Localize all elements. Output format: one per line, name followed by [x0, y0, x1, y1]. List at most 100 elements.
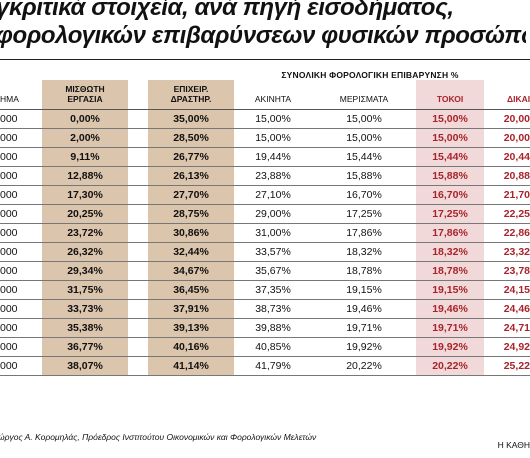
- property-cell: 15,00%: [234, 128, 312, 148]
- income-cell: 000: [0, 204, 30, 224]
- income-cell: 000: [0, 110, 30, 129]
- table-row: 000 20,25% 28,75% 29,00% 17,25% 17,25% 22,25: [0, 204, 530, 224]
- business-cell: 30,86%: [148, 223, 234, 243]
- salary-cell: 20,25%: [42, 204, 128, 224]
- spacer: [128, 147, 148, 167]
- royalties-cell: 23,32: [484, 242, 530, 262]
- business-cell: 32,44%: [148, 242, 234, 262]
- royalties-cell: 24,15: [484, 280, 530, 300]
- dividends-column-header: ΜΕΡΙΣΜΑΤΑ: [339, 94, 389, 104]
- tax-burden-table-body: 000 0,00% 35,00% 15,00% 15,00% 15,00% 20,00 000…: [0, 110, 530, 376]
- spacer: [128, 110, 148, 129]
- property-cell: 41,79%: [234, 356, 312, 376]
- salary-cell: 35,38%: [42, 318, 128, 338]
- interest-cell: 17,25%: [416, 204, 484, 224]
- spacer: [30, 299, 42, 319]
- royalties-cell: 24,46: [484, 299, 530, 319]
- income-cell: 000: [0, 356, 30, 376]
- salary-cell: 33,73%: [42, 299, 128, 319]
- dividends-cell: 16,70%: [312, 185, 416, 205]
- dividends-cell: 19,15%: [312, 280, 416, 300]
- spacer: [30, 356, 42, 376]
- property-cell: 29,00%: [234, 204, 312, 224]
- business-cell: 39,13%: [148, 318, 234, 338]
- spacer: [128, 166, 148, 186]
- header-divider: [0, 109, 530, 110]
- salary-cell: 17,30%: [42, 185, 128, 205]
- business-cell: 26,77%: [148, 147, 234, 167]
- salary-column-header: ΜΙΣΘΩΤΗ ΕΡΓΑΣΙΑ: [42, 84, 128, 104]
- interest-cell: 18,32%: [416, 242, 484, 262]
- income-cell: 000: [0, 299, 30, 319]
- business-header-line-2: ΔΡΑΣΤΗΡ.: [170, 94, 212, 104]
- business-cell: 40,16%: [148, 337, 234, 357]
- interest-column-header: ΤΟΚΟΙ: [436, 94, 464, 104]
- spacer: [30, 223, 42, 243]
- property-column-header: ΑΚΙΝΗΤΑ: [254, 94, 292, 104]
- total-tax-burden-header: ΣΥΝΟΛΙΚΗ ΦΟΡΟΛΟΓΙΚΗ ΕΠΙΒΑΡΥΝΣΗ %: [281, 70, 459, 80]
- business-cell: 41,14%: [148, 356, 234, 376]
- salary-cell: 23,72%: [42, 223, 128, 243]
- dividends-cell: 19,71%: [312, 318, 416, 338]
- table-row: 000 12,88% 26,13% 23,88% 15,88% 15,88% 20,88: [0, 166, 530, 186]
- spacer: [128, 299, 148, 319]
- business-cell: 27,70%: [148, 185, 234, 205]
- interest-cell: 16,70%: [416, 185, 484, 205]
- business-column-header: ΕΠΙΧΕΙΡ. ΔΡΑΣΤΗΡ.: [148, 84, 234, 104]
- salary-cell: 26,32%: [42, 242, 128, 262]
- interest-cell: 15,00%: [416, 128, 484, 148]
- property-cell: 23,88%: [234, 166, 312, 186]
- interest-cell: 15,00%: [416, 110, 484, 129]
- dividends-cell: 15,44%: [312, 147, 416, 167]
- salary-cell: 36,77%: [42, 337, 128, 357]
- salary-header-shade: [42, 80, 128, 110]
- interest-header-shade: [416, 80, 484, 110]
- property-cell: 33,57%: [234, 242, 312, 262]
- property-cell: 27,10%: [234, 185, 312, 205]
- publication-credit: Η ΚΑΘΗ: [497, 440, 530, 450]
- chart-title-line-2: φορολογικών επιβαρύνσεων φυσικών προσώπω…: [0, 22, 526, 49]
- income-cell: 000: [0, 223, 30, 243]
- spacer: [30, 261, 42, 281]
- interest-cell: 20,22%: [416, 356, 484, 376]
- royalties-cell: 21,70: [484, 185, 530, 205]
- dividends-cell: 15,00%: [312, 128, 416, 148]
- interest-cell: 18,78%: [416, 261, 484, 281]
- royalties-cell: 24,92: [484, 337, 530, 357]
- royalties-cell: 25,22: [484, 356, 530, 376]
- royalties-cell: 22,25: [484, 204, 530, 224]
- property-cell: 38,73%: [234, 299, 312, 319]
- table-row: 000 9,11% 26,77% 19,44% 15,44% 15,44% 20,44: [0, 147, 530, 167]
- business-cell: 26,13%: [148, 166, 234, 186]
- salary-cell: 12,88%: [42, 166, 128, 186]
- salary-cell: 0,00%: [42, 110, 128, 129]
- income-cell: 000: [0, 147, 30, 167]
- spacer: [128, 128, 148, 148]
- dividends-cell: 15,88%: [312, 166, 416, 186]
- royalties-cell: 22,86: [484, 223, 530, 243]
- royalties-cell: 20,88: [484, 166, 530, 186]
- chart-title-line-1: γκριτικά στοιχεία, ανά πηγή εισοδήματος,: [0, 0, 454, 21]
- income-cell: 000: [0, 261, 30, 281]
- table-row: 000 36,77% 40,16% 40,85% 19,92% 19,92% 24,92: [0, 337, 530, 357]
- spacer: [30, 185, 42, 205]
- dividends-cell: 17,25%: [312, 204, 416, 224]
- spacer: [30, 337, 42, 357]
- property-cell: 15,00%: [234, 110, 312, 129]
- property-cell: 37,35%: [234, 280, 312, 300]
- table-row: 000 26,32% 32,44% 33,57% 18,32% 18,32% 23,32: [0, 242, 530, 262]
- interest-cell: 19,15%: [416, 280, 484, 300]
- spacer: [30, 147, 42, 167]
- source-note: ώργος Α. Κορομηλάς, Πρόεδρος Ινστιτούτου…: [0, 432, 317, 442]
- income-cell: 000: [0, 128, 30, 148]
- business-cell: 34,67%: [148, 261, 234, 281]
- income-cell: 000: [0, 337, 30, 357]
- interest-cell: 15,44%: [416, 147, 484, 167]
- dividends-cell: 18,32%: [312, 242, 416, 262]
- property-cell: 31,00%: [234, 223, 312, 243]
- table-row: 000 38,07% 41,14% 41,79% 20,22% 20,22% 25,22: [0, 356, 530, 376]
- spacer: [128, 185, 148, 205]
- dividends-cell: 17,86%: [312, 223, 416, 243]
- interest-cell: 19,92%: [416, 337, 484, 357]
- income-cell: 000: [0, 166, 30, 186]
